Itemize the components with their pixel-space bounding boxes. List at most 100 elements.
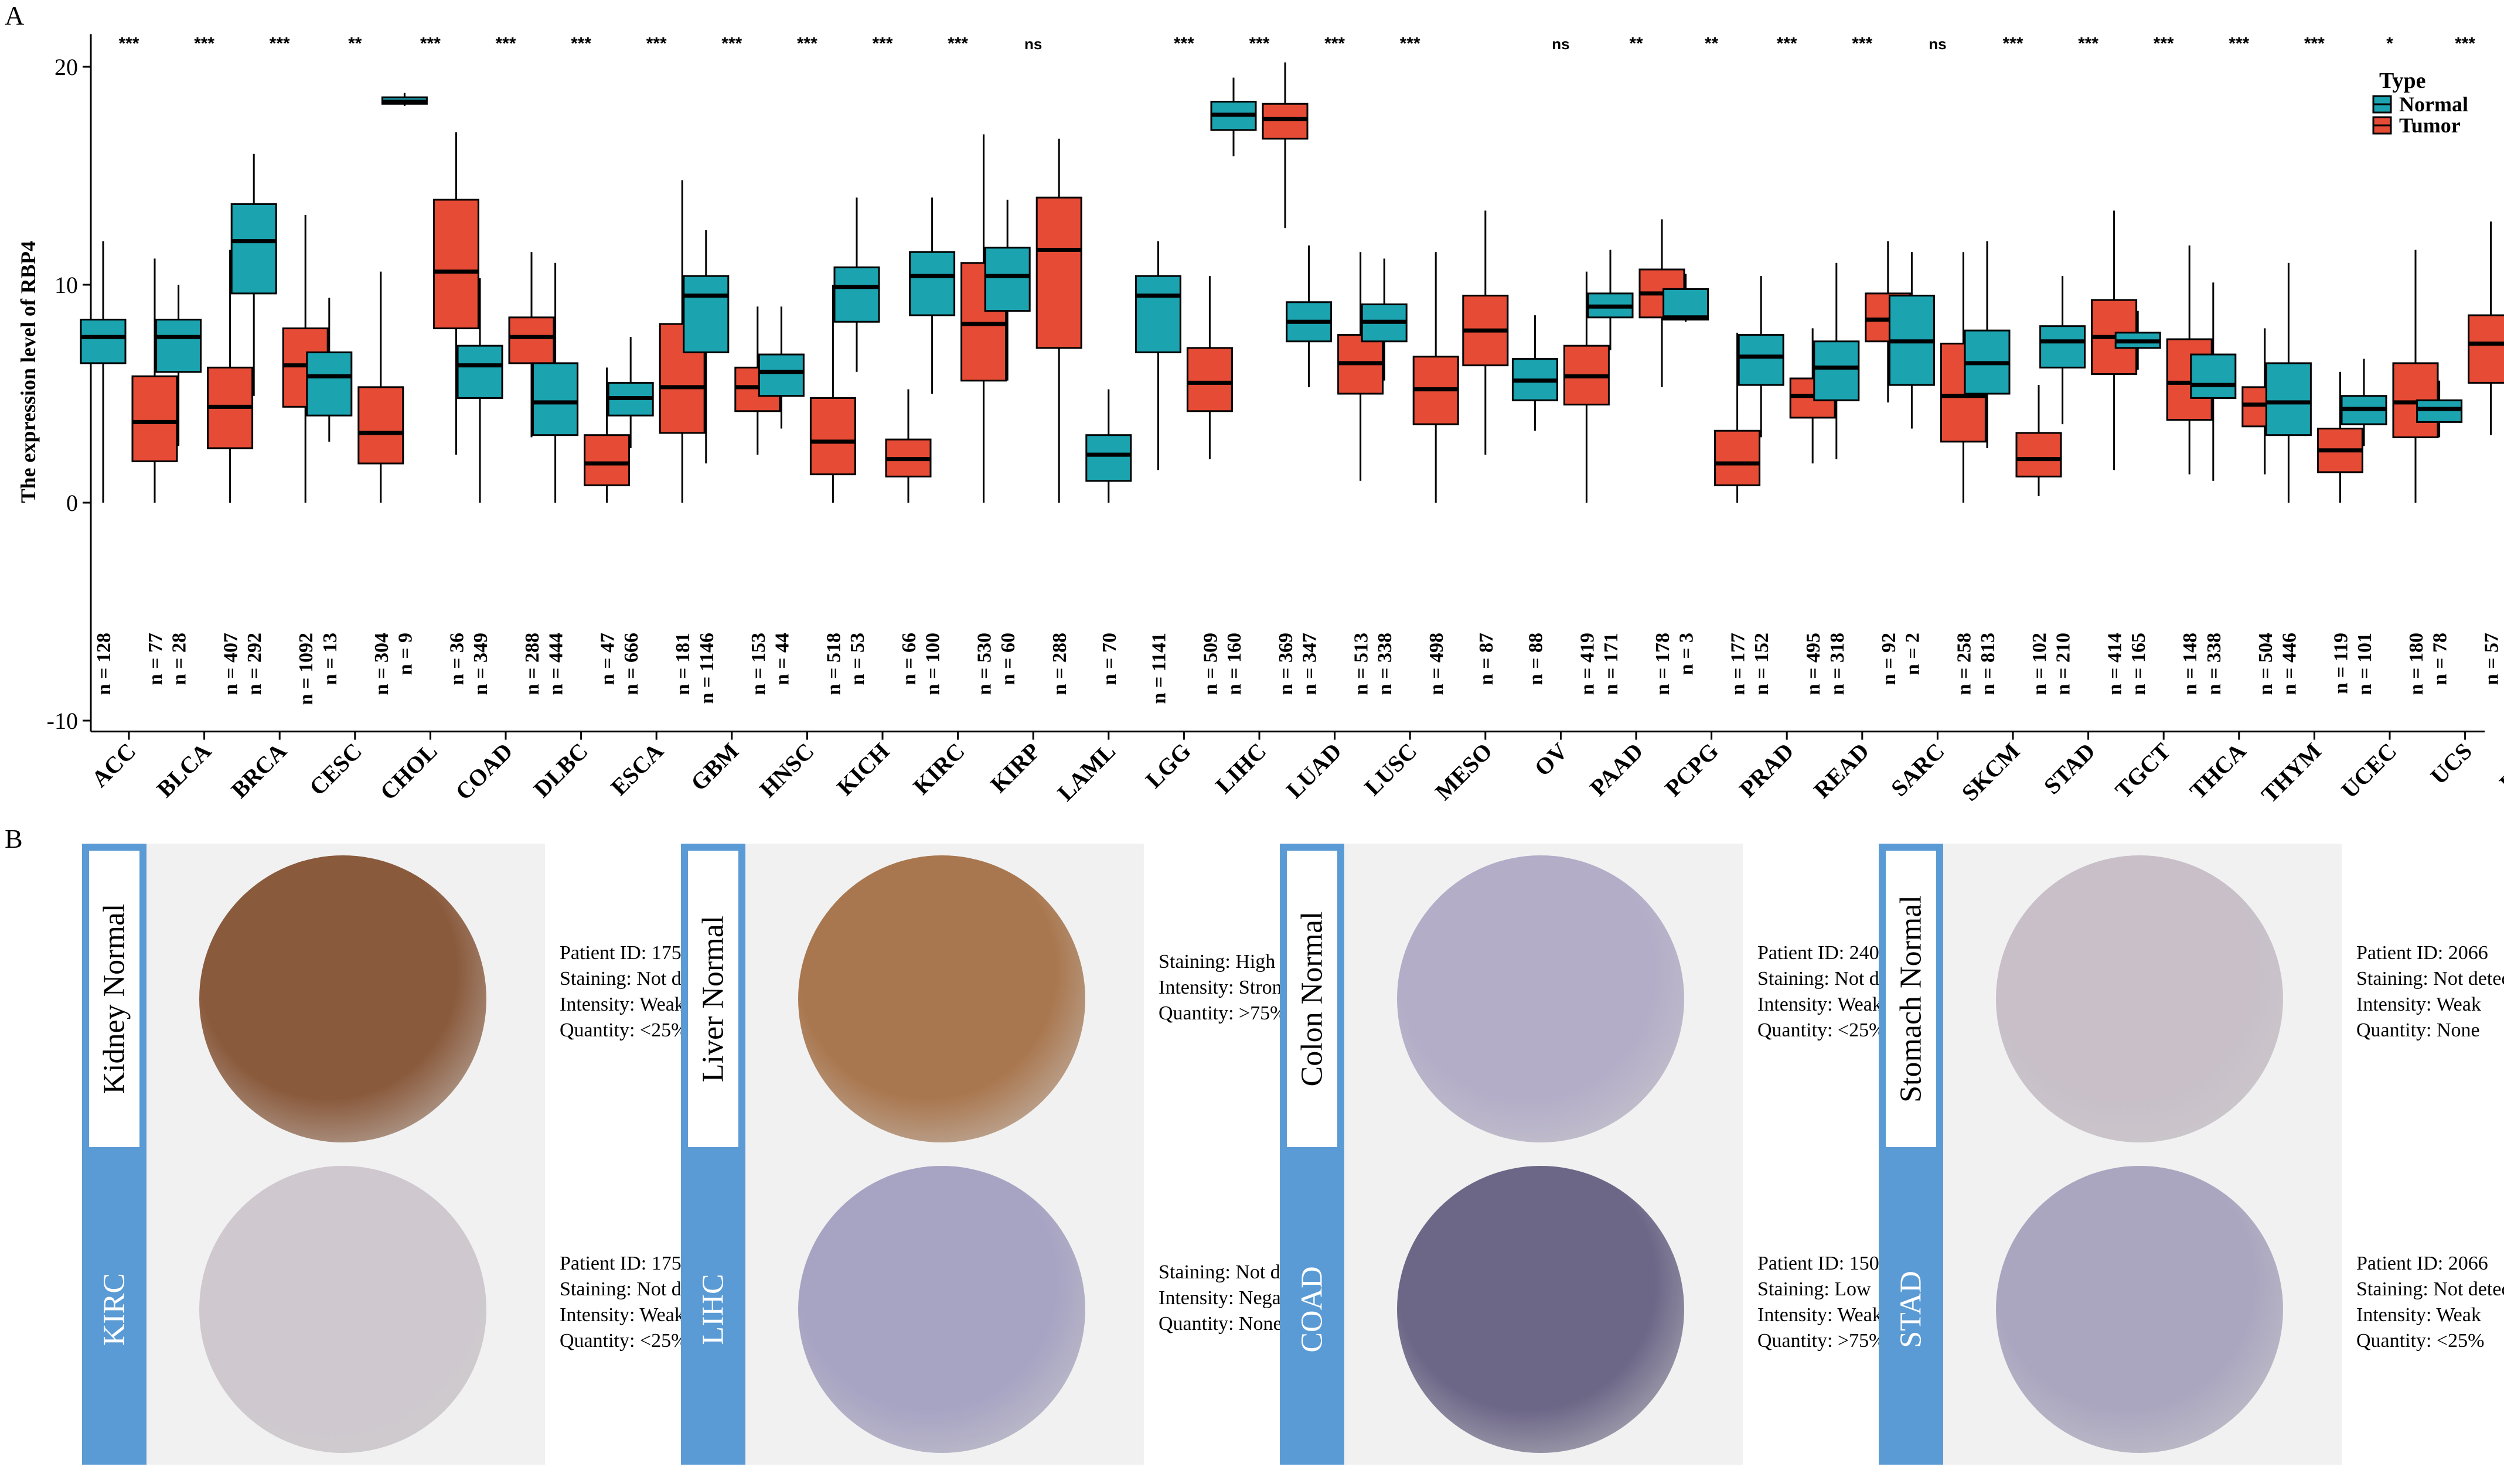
caption-line: Staining: Not detected [2356, 1278, 2504, 1300]
normal-caption: Patient ID: 2066 Staining: Not detected In… [2356, 940, 2504, 1043]
significance-label: *** [2078, 34, 2098, 53]
y-axis-title: The expression level of RBP4 [16, 241, 40, 503]
n-label-tumor: n = 304 [371, 633, 393, 695]
n-label-tumor: n = 92 [1878, 633, 1900, 685]
n-label-normal: n = 101 [2354, 633, 2376, 695]
significance-label: *** [1249, 34, 1269, 53]
n-label-normal: n = 666 [621, 633, 642, 695]
caption-line: Quantity: >75% [1159, 1002, 1287, 1024]
n-label-normal: n = 152 [1751, 633, 1773, 695]
x-tick-label: LGG [1140, 738, 1196, 793]
normal-THCA-box [2190, 353, 2237, 399]
x-tick-label: COAD [450, 738, 517, 805]
n-label-normal: n = 813 [1977, 633, 1999, 695]
significance-label: *** [797, 34, 817, 53]
n-label-normal: n = 160 [1224, 633, 1245, 695]
caption-line: Staining: Low [1757, 1278, 1871, 1300]
significance-label: *** [2304, 34, 2325, 53]
significance-label: *** [1400, 34, 1420, 53]
x-tick-label: SKCM [1957, 738, 2025, 806]
caption-line: Intensity: Weak [1757, 1304, 1882, 1326]
caption-line: Staining: High [1159, 951, 1276, 973]
normal-STAD-box [2039, 325, 2086, 369]
normal-caption: Patient ID: 1752 Staining: Not detected In… [560, 940, 806, 1043]
caption-line: Patient ID: 2066 [2356, 942, 2488, 964]
n-label-normal: n = 338 [2203, 633, 2225, 695]
tumor-SKCM-box [2015, 432, 2062, 477]
caption-line: Patient ID: 1752 [560, 1253, 691, 1274]
normal-PRAD-box [1738, 334, 1784, 386]
x-tick-label: MESO [1430, 738, 1497, 805]
tissue-core [1996, 1166, 2283, 1453]
tumor-UCS-box [2468, 314, 2504, 384]
significance-label: *** [194, 34, 214, 53]
n-label-normal: n = 128 [93, 633, 115, 695]
caption-line: Intensity: Weak [2356, 1304, 2481, 1326]
normal-tissue-image [1943, 844, 2342, 1154]
legend-title: Type [2379, 69, 2426, 93]
n-label-tumor: n = 509 [1200, 633, 1221, 695]
ihc-panel: Stomach Normal STAD Patient ID: 2066 Staini… [1879, 844, 2504, 1465]
x-tick-label: KIRC [908, 738, 970, 800]
normal-COAD-box [456, 344, 503, 399]
normal-HNSC-box [758, 353, 805, 397]
n-label-tumor: n = 369 [1275, 633, 1297, 695]
tissue-core [798, 855, 1085, 1142]
caption-line: Quantity: <25% [1757, 1019, 1886, 1041]
n-label-normal: n = 88 [1525, 633, 1546, 685]
y-tick-label: -10 [47, 708, 78, 734]
significance-label: *** [646, 34, 667, 53]
significance-label: *** [721, 34, 742, 53]
caption-line: Patient ID: 2404 [1757, 942, 1889, 964]
tissue-label: KIRC [97, 1273, 131, 1346]
tissue-core [798, 1166, 1085, 1453]
normal-tissue-label-bar: Kidney Normal [82, 844, 147, 1154]
tissue-core [1996, 855, 2283, 1142]
normal-LAML-box [1085, 434, 1132, 482]
x-tick-label: CESC [304, 738, 367, 800]
n-label-tumor: n = 181 [672, 633, 694, 695]
x-tick-label: GBM [686, 738, 744, 796]
normal-DLBC-box [532, 362, 579, 436]
tissue-label: Liver Normal [696, 915, 730, 1083]
normal-BRCA-box [230, 203, 277, 295]
n-label-tumor: n = 407 [220, 633, 242, 695]
significance-label: *** [118, 34, 139, 53]
normal-KIRC-box [909, 251, 956, 316]
significance-label: *** [948, 34, 968, 53]
normal-GBM-box [683, 275, 730, 353]
x-tick-label: DLBC [529, 738, 593, 802]
x-tick-label: SARC [1886, 738, 1950, 801]
n-label-tumor: n = 180 [2406, 633, 2427, 695]
n-label-normal: n = 165 [2128, 633, 2149, 695]
significance-label: *** [2455, 34, 2475, 53]
n-label-tumor: n = 47 [597, 633, 619, 685]
x-tick-label: ESCA [605, 738, 668, 800]
n-label-tumor: n = 57 [2481, 633, 2503, 685]
tumor-tissue-image [147, 1154, 545, 1465]
x-tick-label: THYM [2256, 738, 2326, 808]
normal-PCPG-box [1662, 288, 1709, 321]
x-tick-label: THCA [2185, 738, 2251, 804]
normal-KICH-box [833, 266, 880, 323]
normal-CESC-box [306, 351, 353, 417]
tumor-tissue-label-bar: STAD [1879, 1154, 1943, 1465]
caption-line: Quantity: <25% [2356, 1330, 2485, 1352]
normal-tissue-label-bar: Liver Normal [681, 844, 745, 1154]
n-label-normal: n = 292 [244, 633, 265, 695]
tissue-core [1397, 855, 1684, 1142]
tumor-tissue-image [1943, 1154, 2342, 1465]
caption-line: Intensity: Weak [560, 994, 684, 1015]
boxplot-chart: -10 0 10 20 The expression level of RBP4 n = … [16, 34, 2504, 808]
x-tick-label: HNSC [754, 738, 819, 802]
normal-tissue-image [1344, 844, 1743, 1154]
significance-label: *** [571, 34, 591, 53]
significance-label: *** [420, 34, 441, 53]
tissue-label: LIHC [696, 1274, 730, 1345]
n-label-normal: n = 9 [394, 633, 416, 675]
x-tick-label: PAAD [1585, 738, 1648, 801]
normal-caption: Staining: High Intensity: Strong Quantity:… [1159, 949, 1405, 1026]
n-label-tumor: n = 258 [1953, 633, 1975, 695]
tumor-caption: Patient ID: 1506 Staining: Low Intensity: … [1757, 1251, 2004, 1354]
n-label-normal: n = 446 [2278, 633, 2300, 695]
